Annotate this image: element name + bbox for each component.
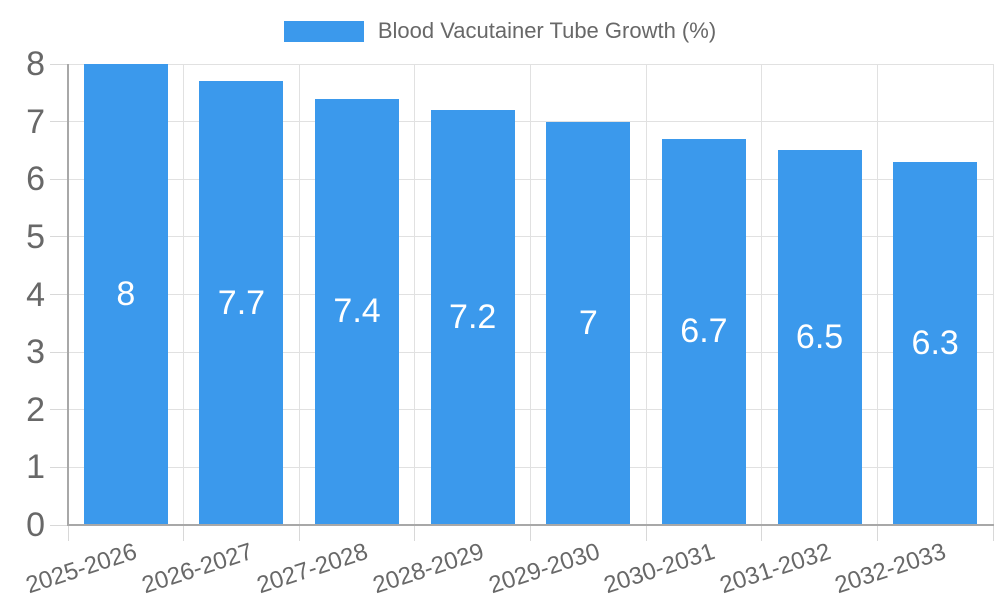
x-axis-tick xyxy=(761,525,763,541)
y-axis-tick xyxy=(50,524,68,526)
gridline-vertical xyxy=(645,64,647,525)
x-axis-label: 2029-2030 xyxy=(485,538,603,600)
x-axis-label: 2025-2026 xyxy=(22,538,141,600)
y-axis-tick xyxy=(50,294,68,295)
x-axis-label: 2031-2032 xyxy=(716,538,834,600)
bar-value-label: 7 xyxy=(578,303,598,342)
gridline-vertical xyxy=(761,64,763,525)
bar[interactable] xyxy=(777,150,862,524)
x-axis-tick xyxy=(645,525,647,541)
gridline-vertical xyxy=(414,64,416,525)
x-axis-label: 2032-2033 xyxy=(832,538,950,600)
y-axis-label: 1 xyxy=(26,448,45,487)
x-axis-tick xyxy=(414,525,416,541)
bar-value-label: 6.3 xyxy=(911,323,959,362)
legend-item[interactable]: Blood Vacutainer Tube Growth (%) xyxy=(0,20,1000,42)
bar[interactable] xyxy=(546,121,631,524)
x-axis-tick xyxy=(992,525,994,541)
legend-swatch xyxy=(283,20,364,42)
gridline-vertical xyxy=(298,64,300,525)
bar-value-label: 7.4 xyxy=(333,292,381,331)
x-axis-label: 2027-2028 xyxy=(253,538,372,600)
y-axis-tick xyxy=(50,409,68,411)
bar[interactable] xyxy=(661,138,746,524)
y-axis-tick xyxy=(50,63,68,65)
legend-label: Blood Vacutainer Tube Growth (%) xyxy=(377,18,717,43)
bar[interactable] xyxy=(430,110,515,524)
x-axis-tick xyxy=(67,525,69,541)
y-axis-label: 2 xyxy=(26,390,45,429)
gridline-vertical xyxy=(876,64,878,525)
bar-value-label: 7.2 xyxy=(449,298,497,337)
x-axis-label: 2028-2029 xyxy=(369,538,488,600)
y-axis-label: 4 xyxy=(26,275,45,314)
bar[interactable] xyxy=(199,81,284,524)
gridline-vertical xyxy=(183,64,185,525)
bar[interactable] xyxy=(893,161,978,524)
y-axis-label: 0 xyxy=(26,506,45,544)
y-axis-tick xyxy=(50,351,68,353)
bar-value-label: 8 xyxy=(116,275,136,313)
y-axis-tick xyxy=(50,121,68,123)
y-axis-label: 8 xyxy=(26,45,45,83)
y-axis-label: 6 xyxy=(26,160,45,199)
bar-value-label: 6.7 xyxy=(680,312,728,351)
y-axis-label: 5 xyxy=(26,217,45,256)
bar-value-label: 7.7 xyxy=(217,283,266,322)
x-axis-label: 2030-2031 xyxy=(600,538,719,600)
bar-value-label: 6.5 xyxy=(795,318,844,357)
y-axis-line xyxy=(67,64,69,525)
x-axis-tick xyxy=(530,525,531,541)
gridline-vertical xyxy=(530,64,531,525)
bar[interactable] xyxy=(83,64,168,524)
x-axis-tick xyxy=(183,525,185,541)
x-axis-line xyxy=(67,524,994,526)
y-axis-tick xyxy=(50,236,68,238)
y-axis-tick xyxy=(50,178,68,180)
x-axis-label: 2026-2027 xyxy=(138,538,256,600)
x-axis-tick xyxy=(298,525,300,541)
y-axis-label: 3 xyxy=(26,333,45,372)
bar[interactable] xyxy=(315,98,400,524)
gridline-vertical xyxy=(992,64,994,525)
y-axis-tick xyxy=(50,466,68,468)
x-axis-tick xyxy=(876,525,878,541)
y-axis-label: 7 xyxy=(26,102,45,141)
